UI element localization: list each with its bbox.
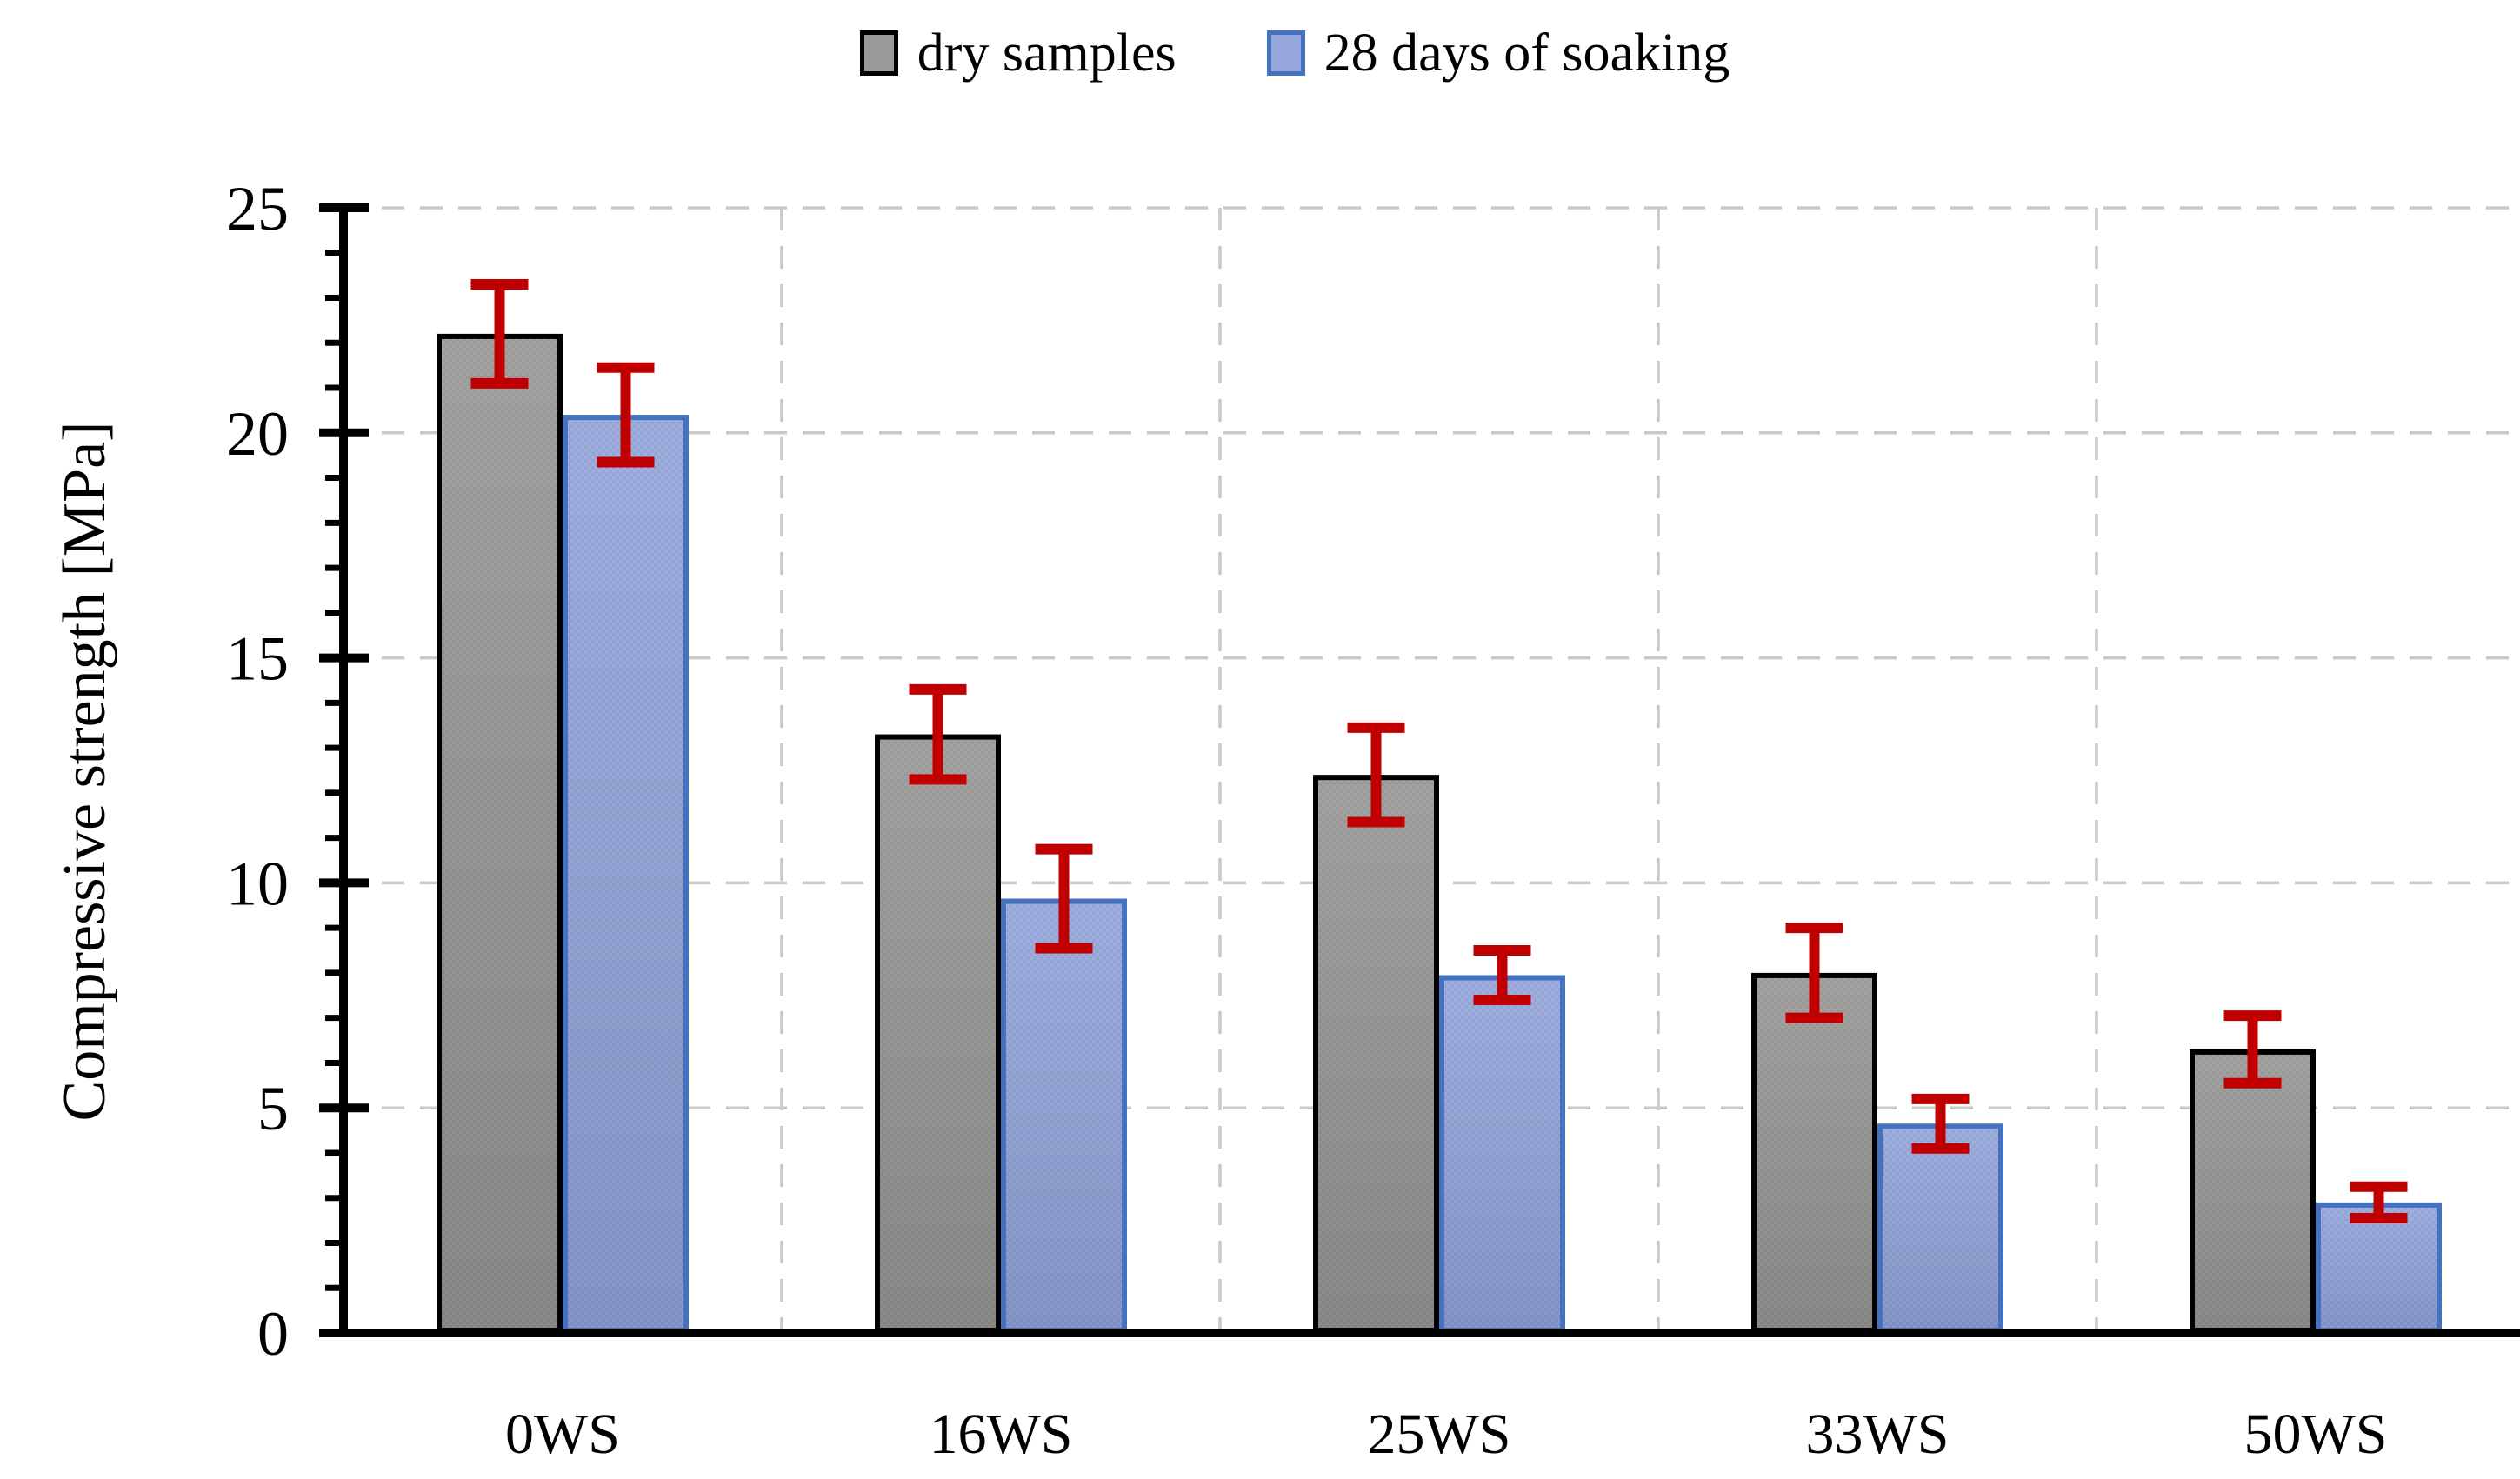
y-tick-label-10: 10 (226, 849, 289, 918)
legend-item-dry-samples: dry samples (859, 23, 1177, 83)
bar-texture-dry-25WS (1313, 775, 1439, 1333)
y-tick-label-25: 25 (226, 174, 289, 243)
bar-texture-soaked-16WS (1001, 898, 1127, 1333)
legend: dry samples 28 days of soaking (35, 26, 2520, 80)
y-tick-label-5: 5 (257, 1074, 289, 1143)
x-category-label-16WS: 16WS (930, 1402, 1073, 1466)
x-category-label-0WS: 0WS (505, 1402, 620, 1466)
y-tick-label-20: 20 (226, 399, 289, 469)
x-category-label-25WS: 25WS (1368, 1402, 1511, 1466)
legend-swatch-dry-samples (859, 30, 898, 76)
bar-texture-soaked-0WS (563, 415, 689, 1334)
x-category-label-50WS: 50WS (2244, 1402, 2388, 1466)
chart-svg: 0WS 16WS 25WS 33WS 50WS 0 5 10 15 20 25 (226, 174, 2520, 1466)
x-category-label-33WS: 33WS (1806, 1402, 1950, 1466)
legend-item-28-days-soaking: 28 days of soaking (1266, 23, 1730, 83)
bar-texture-dry-50WS (2190, 1049, 2316, 1333)
y-tick-label-15: 15 (226, 624, 289, 694)
bar-texture-soaked-50WS (2316, 1202, 2442, 1333)
legend-swatch-28-days-soaking (1266, 30, 1305, 76)
bar-texture-dry-16WS (875, 734, 1001, 1333)
bar-texture-dry-0WS (437, 333, 563, 1334)
bar-chart-figure: dry samples 28 days of soaking Compressi… (35, 14, 2520, 1479)
legend-label-28-days-soaking: 28 days of soaking (1323, 23, 1730, 83)
bar-texture-soaked-25WS (1439, 975, 1565, 1333)
y-tick-label-0: 0 (257, 1299, 289, 1369)
bar-texture-dry-33WS (1751, 972, 1877, 1333)
legend-label-dry-samples: dry samples (917, 23, 1177, 83)
bar-texture-soaked-33WS (1877, 1123, 2003, 1333)
